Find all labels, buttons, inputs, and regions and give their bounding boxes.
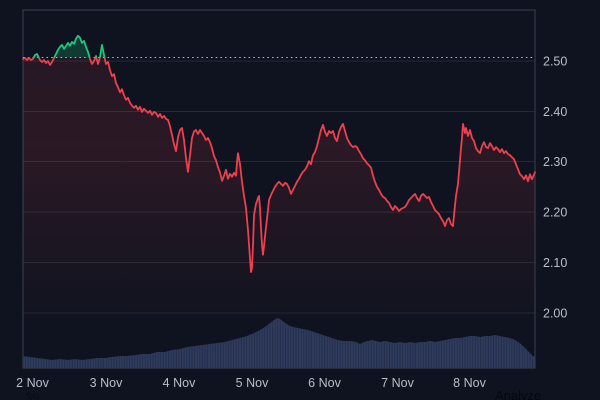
price-area-green — [33, 35, 105, 58]
y-axis-label-2.50: 2.50 — [543, 55, 567, 69]
x-axis-label-7-nov: 7 Nov — [381, 376, 414, 390]
x-axis-label-2-nov: 2 Nov — [16, 376, 49, 390]
y-axis-label-2.10: 2.10 — [543, 256, 567, 270]
y-axis-label-2.40: 2.40 — [543, 105, 567, 119]
x-axis-label-4-nov: 4 Nov — [163, 376, 196, 390]
analyze-button-label[interactable]: Analyze — [495, 388, 542, 400]
y-axis-label-2.30: 2.30 — [543, 155, 567, 169]
x-axis-label-6-nov: 6 Nov — [308, 376, 341, 390]
y-axis-label-2.20: 2.20 — [543, 206, 567, 220]
price-area-red — [23, 57, 535, 368]
x-axis-label-5-nov: 5 Nov — [236, 376, 269, 390]
x-axis-label-8-nov: 8 Nov — [453, 376, 486, 390]
y-axis-label-2.00: 2.00 — [543, 306, 567, 320]
footer-count-label: 39 — [25, 390, 40, 400]
x-axis-label-3-nov: 3 Nov — [90, 376, 123, 390]
price-line-red — [22, 57, 536, 273]
